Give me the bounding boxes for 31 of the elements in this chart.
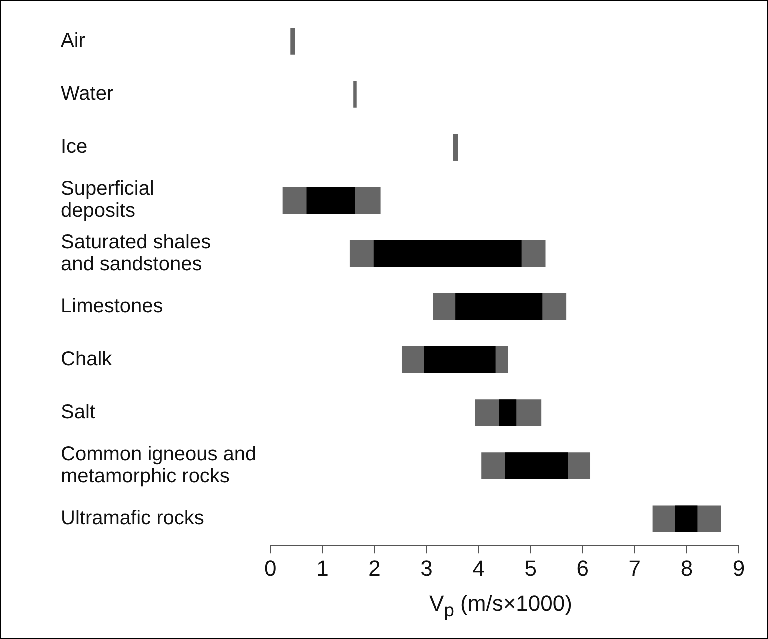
x-axis-title: V$_{p}$ (m/s×1000) xyxy=(428,591,574,622)
y-tick-label: Common igneous and metamorphic rocks xyxy=(61,444,257,488)
y-tick-label: Superficial deposits xyxy=(61,178,154,222)
bar xyxy=(354,81,357,108)
x-tick-label: 3 xyxy=(420,556,433,581)
x-tick-label: 6 xyxy=(576,556,590,581)
y-tick-label: Ice xyxy=(61,136,88,158)
x-tick-label: 8 xyxy=(680,556,694,581)
x-tick-label: 5 xyxy=(524,556,537,581)
bar xyxy=(456,294,543,320)
y-tick-label: Saturated shales and sandstones xyxy=(61,231,212,276)
bar xyxy=(374,240,522,268)
bar xyxy=(424,346,496,374)
bar xyxy=(306,187,356,214)
x-tick-label: 2 xyxy=(368,556,381,581)
y-tick-label: Limestones xyxy=(61,295,164,318)
bar xyxy=(290,28,296,55)
y-tick-label: Chalk xyxy=(61,348,114,370)
x-tick-label: 0 xyxy=(264,556,277,581)
x-tick-label: 1 xyxy=(316,556,329,581)
bar xyxy=(499,400,517,426)
bar xyxy=(454,134,458,161)
y-tick-label: Air xyxy=(61,30,86,52)
y-tick-label: Salt xyxy=(61,401,96,424)
y-tick-label: Ultramafic rocks xyxy=(61,508,204,530)
x-tick-label: 9 xyxy=(732,556,746,581)
bar xyxy=(675,506,698,532)
y-tick-label: Water xyxy=(61,83,114,106)
x-tick-label: 4 xyxy=(472,556,485,581)
x-tick-label: 7 xyxy=(628,556,642,581)
bar xyxy=(505,452,568,480)
